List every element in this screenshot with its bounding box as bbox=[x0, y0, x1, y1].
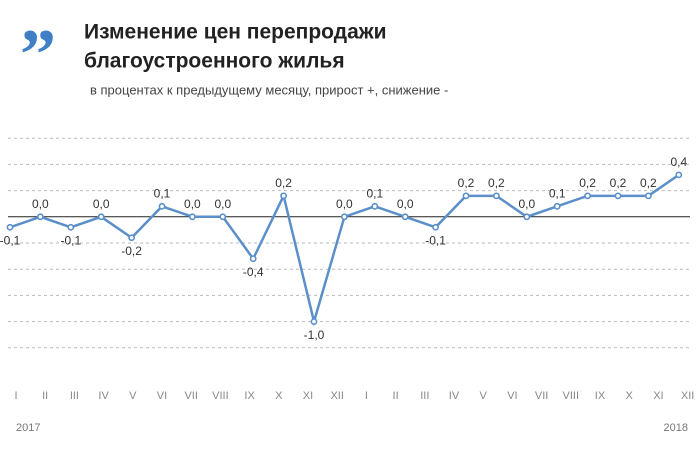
point bbox=[553, 202, 561, 210]
data-label: -0,1 bbox=[425, 233, 446, 247]
data-label: 0,0 bbox=[184, 197, 201, 211]
data-label: -0,1 bbox=[60, 233, 81, 247]
x-tick-label: XI bbox=[303, 390, 313, 402]
x-tick-label: II bbox=[42, 390, 48, 402]
x-tick-label: III bbox=[420, 390, 429, 402]
x-tick-label: I bbox=[365, 390, 368, 402]
data-label: -1,0 bbox=[304, 328, 325, 342]
data-label: 0,2 bbox=[458, 176, 475, 190]
x-tick-label: V bbox=[480, 390, 488, 402]
data-label: 0,0 bbox=[32, 197, 49, 211]
point bbox=[310, 318, 318, 325]
point bbox=[37, 213, 44, 221]
point bbox=[371, 202, 379, 210]
point bbox=[280, 192, 287, 200]
data-label: 0,2 bbox=[488, 176, 505, 190]
x-tick-label: VII bbox=[535, 390, 548, 402]
x-tick-label: X bbox=[626, 390, 634, 402]
x-tick-label: IV bbox=[449, 390, 460, 402]
x-tick-label: VI bbox=[507, 390, 517, 402]
data-label: 0,2 bbox=[579, 176, 596, 190]
point bbox=[158, 202, 166, 210]
x-tick-label: I bbox=[14, 390, 17, 402]
data-label: -0,2 bbox=[121, 244, 142, 258]
x-tick-label: IX bbox=[244, 390, 255, 402]
x-tick-label: VIII bbox=[212, 390, 229, 402]
data-label: 0,0 bbox=[518, 197, 535, 211]
x-tick-label: III bbox=[70, 390, 79, 402]
point bbox=[462, 192, 470, 200]
x-tick-label: VI bbox=[157, 390, 167, 402]
point bbox=[97, 213, 105, 221]
data-label: 0,2 bbox=[610, 176, 627, 190]
point bbox=[492, 192, 500, 200]
data-label: 0,2 bbox=[640, 176, 657, 190]
chart-subtitle: в процентах к предыдущему месяцу, прирос… bbox=[90, 82, 448, 97]
x-tick-label: IX bbox=[595, 390, 606, 402]
year-label: 2017 bbox=[16, 422, 40, 434]
data-label: 0,1 bbox=[549, 186, 566, 200]
x-tick-label: XII bbox=[681, 390, 694, 402]
data-label: 0,2 bbox=[275, 176, 292, 190]
x-tick-label: VII bbox=[184, 390, 197, 402]
point bbox=[340, 213, 348, 221]
x-tick-label: XII bbox=[330, 390, 343, 402]
x-tick-label: X bbox=[275, 390, 283, 402]
point bbox=[6, 223, 14, 231]
data-label: 0,0 bbox=[214, 197, 231, 211]
point bbox=[249, 255, 257, 263]
chart-title: благоустроенного жилья bbox=[84, 50, 345, 73]
point bbox=[432, 223, 439, 231]
year-label: 2018 bbox=[664, 422, 688, 434]
point bbox=[67, 223, 75, 231]
point bbox=[219, 213, 227, 221]
data-label: 0,0 bbox=[336, 197, 353, 211]
data-label: -0,1 bbox=[0, 233, 21, 247]
point bbox=[675, 171, 683, 179]
point bbox=[188, 213, 196, 221]
point bbox=[614, 192, 622, 200]
data-label: -0,4 bbox=[243, 265, 264, 279]
data-label: 0,4 bbox=[670, 155, 687, 169]
data-label: 0,1 bbox=[154, 186, 171, 200]
point bbox=[128, 234, 135, 242]
x-tick-label: V bbox=[129, 390, 137, 402]
data-label: 0,1 bbox=[366, 186, 383, 200]
x-tick-label: VIII bbox=[563, 390, 580, 402]
data-label: 0,0 bbox=[397, 197, 414, 211]
point bbox=[401, 213, 409, 221]
data-label: 0,0 bbox=[93, 197, 110, 211]
x-tick-label: XI bbox=[653, 390, 663, 402]
chart-title: Изменение цен перепродажи bbox=[84, 21, 387, 44]
point bbox=[584, 192, 591, 200]
point bbox=[523, 213, 531, 221]
quote-icon: ” bbox=[20, 15, 56, 95]
x-tick-label: II bbox=[393, 390, 399, 402]
point bbox=[645, 192, 652, 200]
x-tick-label: IV bbox=[98, 390, 109, 402]
